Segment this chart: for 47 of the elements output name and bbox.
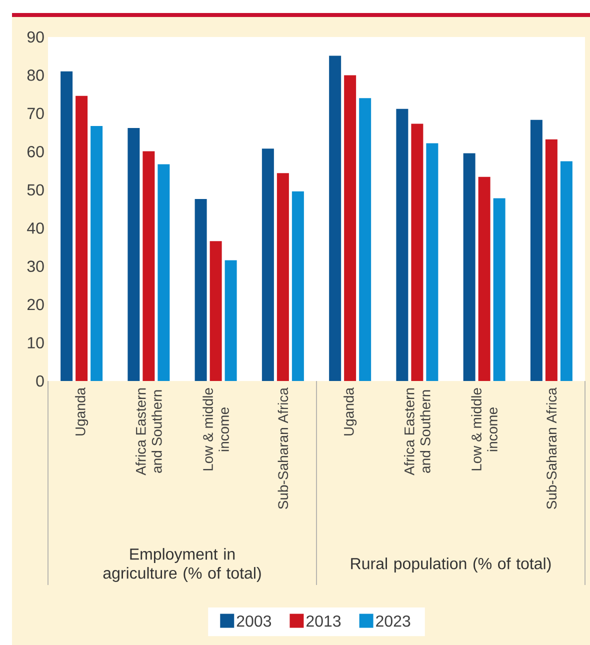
y-tick-label: 60 [27, 146, 44, 158]
y-tick-label: 80 [27, 70, 44, 81]
legend-label: 2013 [306, 615, 341, 627]
legend-label: 2023 [376, 615, 410, 627]
bar [478, 176, 490, 381]
bar [560, 161, 572, 381]
bar [344, 75, 356, 381]
legend-label: 2003 [236, 615, 272, 627]
bar [396, 108, 408, 381]
bar [545, 139, 558, 381]
bar [60, 71, 73, 381]
x-tick-label: Uganda [344, 387, 357, 436]
y-tick-label: 10 [28, 337, 44, 348]
y-tick-label: 70 [28, 108, 44, 120]
x-tick-label: Low & middle income [202, 388, 229, 470]
bar [493, 198, 506, 381]
bar [530, 120, 542, 381]
bar [210, 241, 222, 381]
bar [224, 260, 237, 381]
x-tick-label: Sub-Saharan Africa [546, 387, 557, 509]
x-tick-label: Uganda [75, 387, 88, 436]
y-tick-label: 30 [27, 260, 44, 272]
bar [128, 128, 140, 381]
x-tick-label: Sub-Saharan Africa [278, 387, 288, 509]
bar [411, 124, 424, 381]
x-tick-label: Africa Eastern and Southern [136, 388, 162, 476]
text: Employment in agriculture (% of total) [103, 548, 261, 582]
y-tick-label: 0 [36, 375, 44, 387]
bar [463, 153, 476, 381]
text: Rural population (% of total) [351, 558, 551, 572]
x-tick-label: Africa Eastern and Southern [404, 388, 430, 476]
bar [359, 98, 372, 381]
x-tick-label: Low & middle income [471, 388, 498, 470]
y-tick-label: 90 [27, 31, 44, 43]
y-tick-label: 40 [27, 222, 44, 234]
bar [194, 199, 207, 381]
bar [76, 96, 88, 381]
bar [292, 191, 304, 381]
bar [329, 56, 342, 381]
bar [158, 164, 170, 381]
bar [90, 126, 103, 381]
bar [426, 143, 438, 381]
y-tick-label: 20 [27, 298, 44, 310]
bar [276, 173, 289, 381]
y-tick-label: 50 [27, 184, 44, 196]
bar [262, 148, 274, 381]
bar [142, 151, 155, 381]
